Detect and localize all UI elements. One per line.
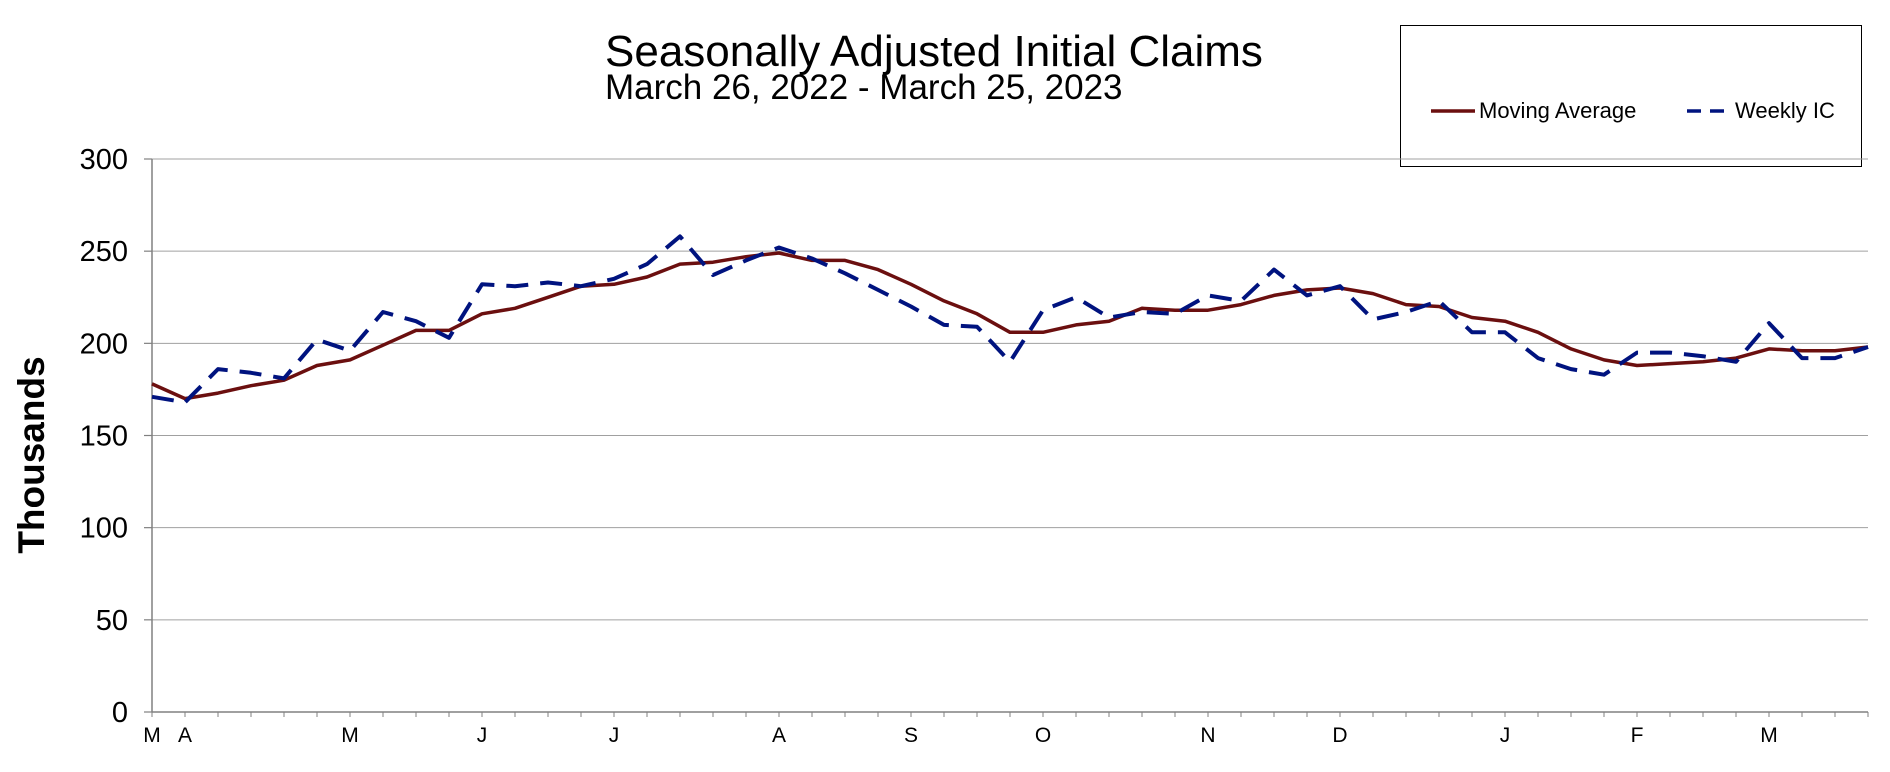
- x-tick-label-7: O: [1035, 724, 1051, 747]
- y-axis-label: Thousands: [11, 356, 52, 553]
- x-tick-label-5: A: [772, 724, 786, 747]
- x-tick-label-6: S: [904, 724, 918, 747]
- gridlines: [152, 158, 1868, 621]
- y-tick-label-100: 100: [80, 513, 128, 545]
- x-tick-label-4: J: [609, 724, 620, 747]
- legend-label-moving-average: Moving Average: [1479, 98, 1637, 123]
- x-tick-label-2: M: [341, 724, 359, 747]
- legend-item-weekly-ic: Weekly IC: [1687, 98, 1835, 124]
- legend-label-weekly-ic: Weekly IC: [1735, 98, 1835, 123]
- y-tick-label-300: 300: [80, 144, 128, 176]
- y-tick-label-250: 250: [80, 236, 128, 268]
- chart-title: Seasonally Adjusted Initial Claims: [605, 27, 1263, 76]
- x-tick-label-1: A: [178, 724, 192, 747]
- y-tick-label-200: 200: [80, 328, 128, 360]
- legend-swatch-solid: [1431, 109, 1475, 113]
- legend-item-moving-average: Moving Average: [1431, 98, 1636, 124]
- series-line-weekly-ic: [151, 234, 1869, 405]
- y-tick-label-150: 150: [80, 421, 128, 453]
- legend-swatch-dashed: [1687, 109, 1731, 113]
- x-tick-label-9: D: [1332, 724, 1347, 747]
- series: [151, 234, 1869, 405]
- y-tick-label-50: 50: [96, 605, 128, 637]
- x-tick-label-8: N: [1200, 724, 1215, 747]
- x-tick-label-11: F: [1631, 724, 1644, 747]
- y-tick-label-0: 0: [112, 697, 128, 729]
- chart-subtitle: March 26, 2022 - March 25, 2023: [605, 68, 1123, 107]
- x-tick-label-12: M: [1760, 724, 1778, 747]
- x-tick-label-0: M: [143, 724, 161, 747]
- x-tick-label-3: J: [477, 724, 488, 747]
- series-line-moving-average: [151, 251, 1869, 401]
- legend: Moving Average Weekly IC: [1400, 25, 1862, 167]
- x-tick-label-10: J: [1500, 724, 1511, 747]
